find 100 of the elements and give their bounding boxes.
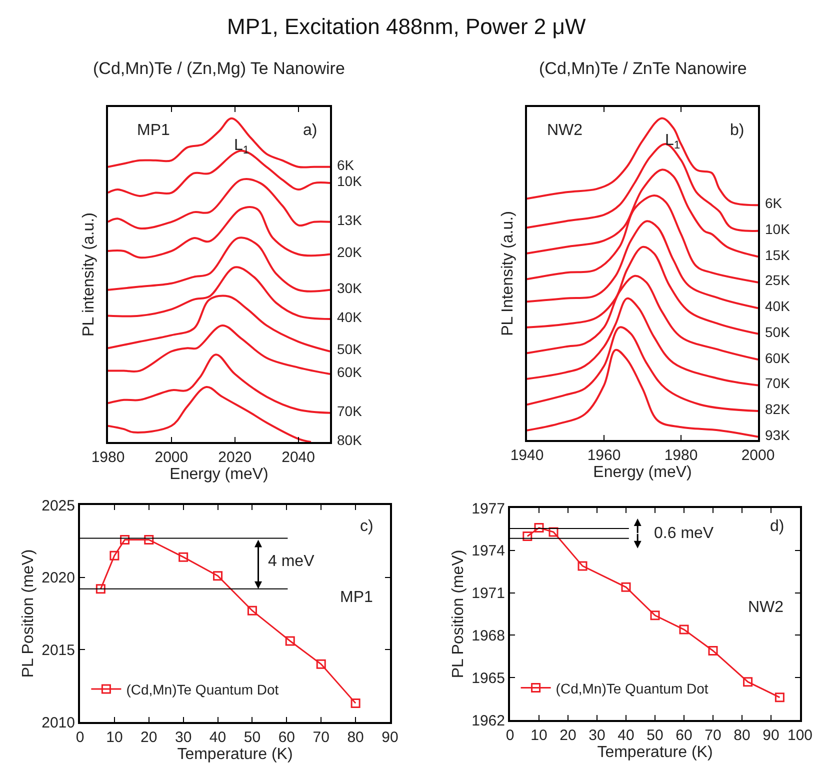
- annotation: L$_{1}$: [665, 132, 680, 152]
- y-tick-label: 1965: [472, 670, 505, 687]
- chart-subtitle: (Cd,Mn)Te / (Zn,Mg) Te Nanowire: [93, 59, 345, 78]
- x-tick-label: 20: [560, 727, 576, 744]
- y-tick-label: 1968: [472, 627, 505, 644]
- series-label: 40K: [765, 298, 791, 314]
- y-axis-title: PL Position (meV): [450, 550, 468, 678]
- text: MP1, Excitation 488nm, Power 2 μW: [227, 14, 586, 39]
- x-tick-label: 0: [506, 727, 514, 744]
- y-tick-label: 2010: [42, 714, 75, 732]
- point: [774, 692, 784, 702]
- y-axis-title: PL Position (meV): [20, 549, 38, 678]
- x-tick-label: 30: [588, 727, 606, 744]
- annotation: 4 meV: [268, 553, 315, 570]
- x-tick-label: 20: [140, 729, 158, 746]
- point: [650, 610, 660, 620]
- annotation: MP1: [340, 589, 373, 606]
- series-label: 20K: [337, 244, 363, 260]
- annotation: 0.6 meV: [654, 525, 714, 542]
- point: [679, 624, 689, 634]
- point: [316, 659, 326, 669]
- x-axis-title: Energy (meV): [593, 464, 692, 481]
- series-label: 50K: [337, 341, 363, 357]
- series-label: 6K: [765, 195, 783, 211]
- annotation: NW2: [547, 122, 583, 139]
- x-tick-label: 10: [106, 729, 123, 746]
- series-label: 70K: [765, 375, 791, 391]
- point: [213, 571, 223, 581]
- x-tick-label: 10: [530, 727, 548, 744]
- x-tick-label: 70: [704, 727, 722, 744]
- series-label: 93K: [765, 427, 791, 443]
- x-tick-label: 2000: [741, 447, 775, 464]
- series-label: 15K: [765, 247, 791, 263]
- legend-label: (Cd,Mn)Te Quantum Dot: [126, 682, 279, 698]
- series-label: 25K: [765, 272, 791, 288]
- series-label: 13K: [337, 212, 363, 228]
- point: [708, 646, 718, 656]
- x-axis-title: Energy (meV): [170, 466, 268, 483]
- series-label: 30K: [337, 280, 363, 296]
- annotation: NW2: [748, 599, 784, 616]
- annotation: a): [303, 122, 318, 139]
- series-label: 60K: [765, 350, 791, 366]
- series-label: 50K: [765, 324, 791, 340]
- legend-label: (Cd,Mn)Te Quantum Dot: [556, 680, 708, 696]
- x-axis-title: Temperature (K): [177, 746, 293, 763]
- series-label: 80K: [337, 432, 363, 448]
- y-axis-title: PL Intensity (a.u.): [499, 211, 516, 336]
- y-tick-label: 2015: [42, 642, 75, 659]
- x-axis-title: Temperature (K): [597, 744, 713, 761]
- annotation: d): [770, 518, 784, 535]
- y-axis-title: PL intensity (a.u.): [80, 212, 98, 336]
- chart-title: (Cd,Mn)Te / ZnTe Nanowire: [539, 59, 747, 78]
- series-label: 10K: [765, 221, 791, 237]
- x-tick-label: 100: [787, 727, 813, 744]
- point: [120, 534, 130, 544]
- point: [548, 527, 558, 537]
- y-tick-label: 1977: [472, 500, 505, 518]
- x-tick-label: 1980: [664, 447, 698, 464]
- y-tick-label: 1974: [472, 542, 505, 560]
- series-label: 6K: [337, 157, 355, 173]
- y-tick-label: 2020: [42, 570, 75, 587]
- x-tick-label: 60: [278, 729, 296, 746]
- x-tick-label: 1940: [510, 447, 544, 464]
- x-tick-label: 40: [209, 729, 226, 746]
- series-label: 40K: [337, 309, 363, 325]
- annotation: b): [730, 122, 744, 139]
- x-tick-label: 90: [762, 727, 780, 744]
- x-tick-label: 90: [382, 729, 398, 746]
- x-tick-label: 2040: [282, 449, 315, 466]
- annotation: c): [360, 518, 374, 535]
- x-tick-label: 50: [244, 729, 261, 746]
- point: [621, 582, 631, 592]
- y-tick-label: 2025: [42, 497, 75, 514]
- y-tick-label: 1962: [472, 712, 505, 730]
- series-label: 82K: [765, 401, 791, 417]
- series-label: 60K: [337, 364, 363, 380]
- point: [743, 677, 753, 687]
- point: [178, 552, 188, 562]
- x-tick-label: 60: [676, 727, 692, 744]
- point: [350, 698, 360, 708]
- x-tick-label: 30: [174, 729, 192, 746]
- point: [96, 584, 106, 594]
- point: [578, 561, 588, 571]
- annotation: MP1: [137, 122, 170, 139]
- point: [285, 636, 295, 646]
- x-tick-label: 80: [734, 727, 750, 744]
- point: [110, 550, 120, 560]
- y-tick-label: 1971: [472, 585, 505, 602]
- point: [522, 532, 532, 542]
- x-tick-label: 50: [646, 727, 664, 744]
- series-label: 70K: [337, 403, 363, 419]
- series-label: 10K: [337, 173, 363, 189]
- point: [144, 534, 154, 544]
- x-tick-label: 2000: [154, 449, 188, 466]
- x-tick-label: 80: [347, 729, 364, 746]
- point: [247, 606, 257, 616]
- x-tick-label: 70: [312, 729, 330, 746]
- x-tick-label: 1980: [91, 449, 125, 466]
- point: [534, 523, 544, 533]
- x-tick-label: 40: [618, 727, 634, 744]
